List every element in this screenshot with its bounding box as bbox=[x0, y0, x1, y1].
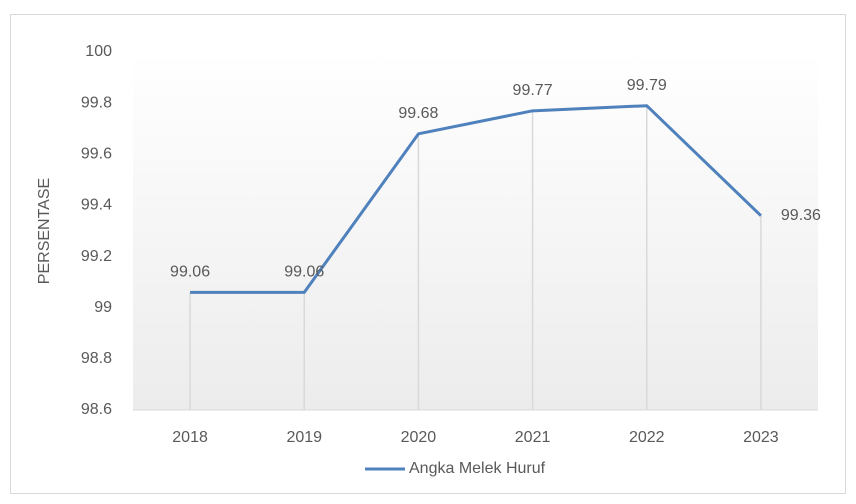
y-tick-label: 99.4 bbox=[81, 197, 112, 214]
data-label: 99.79 bbox=[627, 77, 667, 94]
data-label: 99.06 bbox=[284, 264, 324, 281]
data-label: 99.68 bbox=[398, 105, 438, 122]
y-tick-label: 99.6 bbox=[81, 146, 112, 163]
x-tick-label: 2019 bbox=[286, 429, 322, 446]
data-label: 99.77 bbox=[513, 82, 553, 99]
series-line bbox=[190, 104, 762, 294]
y-tick-label: 98.8 bbox=[81, 350, 112, 367]
data-label: 99.06 bbox=[170, 264, 210, 281]
x-tick-label: 2022 bbox=[629, 429, 665, 446]
x-tick-label: 2021 bbox=[515, 429, 551, 446]
y-tick-label: 99.8 bbox=[81, 94, 112, 111]
plot-area bbox=[133, 52, 818, 410]
x-tick-label: 2020 bbox=[401, 429, 437, 446]
y-tick-label: 99.2 bbox=[81, 248, 112, 265]
x-tick-label: 2023 bbox=[743, 429, 779, 446]
data-label: 99.36 bbox=[781, 207, 821, 224]
x-tick-label: 2018 bbox=[172, 429, 208, 446]
y-tick-label: 99 bbox=[94, 299, 112, 316]
y-tick-label: 100 bbox=[85, 43, 112, 60]
y-axis-title: PERSENTASE bbox=[36, 178, 53, 284]
legend-label: Angka Melek Huruf bbox=[409, 460, 546, 477]
y-tick-label: 98.6 bbox=[81, 401, 112, 418]
